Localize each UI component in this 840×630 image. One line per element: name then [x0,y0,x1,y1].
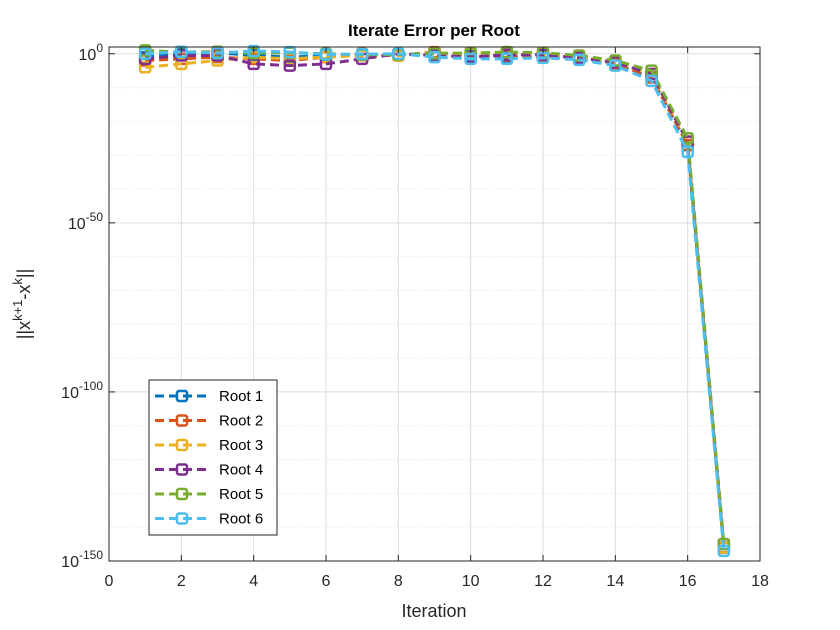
legend-item: Root 1 [155,388,263,405]
legend-label: Root 6 [219,511,263,528]
data-point [572,53,586,67]
x-tick-label: 4 [249,573,258,590]
y-tick-label: 10-100 [61,379,103,402]
x-tick-label: 2 [177,573,186,590]
series-line [145,50,726,548]
data-point [355,47,369,61]
data-point [138,47,152,61]
data-point [681,132,694,145]
data-point [428,50,441,64]
data-point [609,59,622,72]
legend-swatch-marker [175,438,189,452]
y-axis-label-text: ||xk+1-xk|| [10,269,34,340]
y-tick-label: 10-50 [68,210,103,233]
legend-swatch-marker [175,463,189,476]
chart-title: Iterate Error per Root [348,21,520,40]
legend-box [148,379,278,536]
legend: Root 1 Root 2 Root 3 Root 4 Root 5 Root 6 [148,379,278,536]
ticks [108,47,761,562]
x-tick-label: 6 [322,573,331,590]
tick-labels: 0 2 4 6 8 10 12 14 16 18 100 10-50 10-100 10-150 [61,41,769,590]
x-tick-label: 14 [606,573,624,590]
legend-swatch-marker [175,389,189,403]
data-point [645,74,658,88]
legend-label: Root 5 [219,486,263,503]
x-tick-label: 18 [751,573,769,590]
legend-item: Root 3 [155,437,263,454]
legend-swatch-marker [175,487,189,501]
data-point [681,145,694,159]
x-tick-label: 8 [394,573,403,590]
data-point [500,52,514,66]
data-point [211,46,224,60]
legend-item: Root 2 [155,413,263,430]
axes-box [108,46,761,562]
series-line [145,49,726,551]
data-point [138,61,152,74]
data-point [283,59,297,72]
legend-swatch-marker [175,512,189,525]
legend-swatch-marker [175,414,189,427]
y-axis-label: ||xk+1-xk|| [10,269,34,340]
y-tick-label: 100 [79,41,104,64]
x-axis-label: Iteration [401,601,466,621]
legend-label: Root 4 [219,462,263,479]
x-tick-label: 12 [534,573,552,590]
x-tick-label: 10 [462,573,480,590]
series-line [145,48,726,545]
data-point [247,44,260,58]
legend-item: Root 6 [155,511,263,528]
legend-item: Root 4 [155,462,263,479]
legend-label: Root 2 [219,413,263,430]
series-6 [138,44,731,558]
legend-label: Root 3 [219,437,263,454]
data-point [464,52,477,66]
series-line [145,50,726,548]
data-point [175,57,188,71]
data-point [717,544,731,558]
legend-item: Root 5 [155,486,263,503]
legend-label: Root 1 [219,388,263,405]
y-tick-label: 10-150 [61,548,103,571]
x-tick-label: 16 [679,573,697,590]
x-tick-label: 0 [105,573,114,590]
